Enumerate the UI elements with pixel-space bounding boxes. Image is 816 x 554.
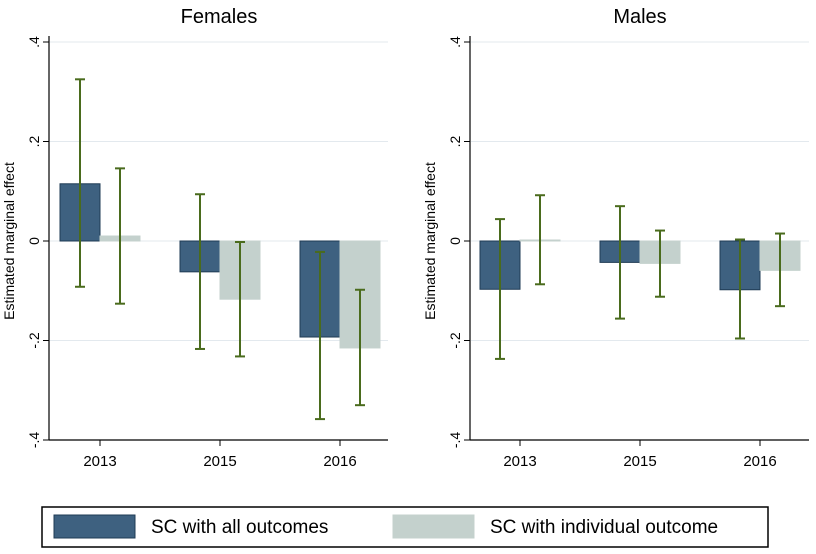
y-tick-label: 0	[26, 237, 42, 245]
y-axis-label: Estimated marginal effect	[422, 162, 438, 320]
y-tick-label: 0	[447, 237, 463, 245]
panel-males: Males Estimated marginal effect -.4 -.2 0.…	[422, 6, 809, 470]
legend-label-individual-outcome: SC with individual outcome	[490, 517, 718, 538]
y-tick-label: -.2	[26, 332, 42, 349]
y-tick-label: -.4	[26, 432, 42, 449]
x-axis-ticks: 2013 2015 2016	[83, 440, 357, 470]
x-tick-label: 2013	[83, 453, 116, 470]
panel-females: Females Estimated marginal effect -.4 -.2…	[1, 6, 388, 470]
y-axis-ticks: -.4 -.2 0 .2 .4	[447, 36, 470, 448]
legend-swatch-individual-outcome	[392, 514, 475, 539]
panel-title: Males	[613, 6, 666, 28]
y-tick-label: -.2	[447, 332, 463, 349]
legend: SC with all outcomes SC with individual …	[41, 506, 769, 548]
y-tick-label: .2	[26, 135, 42, 147]
y-tick-label: -.4	[447, 432, 463, 449]
y-axis-label: Estimated marginal effect	[1, 162, 17, 320]
y-tick-label: .2	[447, 135, 463, 147]
axes	[469, 36, 809, 441]
error-bars	[495, 194, 785, 360]
x-tick-label: 2016	[743, 453, 776, 470]
y-tick-label: .4	[447, 36, 463, 48]
bars	[59, 183, 381, 349]
legend-swatch-all-outcomes	[53, 514, 136, 539]
x-tick-label: 2013	[503, 453, 536, 470]
bars	[479, 239, 801, 291]
y-axis-ticks: -.4 -.2 0 .2 .4	[26, 36, 49, 448]
x-tick-label: 2015	[203, 453, 236, 470]
x-tick-label: 2016	[323, 453, 356, 470]
panel-title: Females	[181, 6, 258, 28]
x-axis-ticks: 2013 2015 2016	[503, 440, 777, 470]
axes	[48, 36, 388, 441]
y-tick-label: .4	[26, 36, 42, 48]
error-bars	[75, 78, 365, 421]
x-tick-label: 2015	[623, 453, 656, 470]
legend-label-all-outcomes: SC with all outcomes	[151, 517, 328, 538]
